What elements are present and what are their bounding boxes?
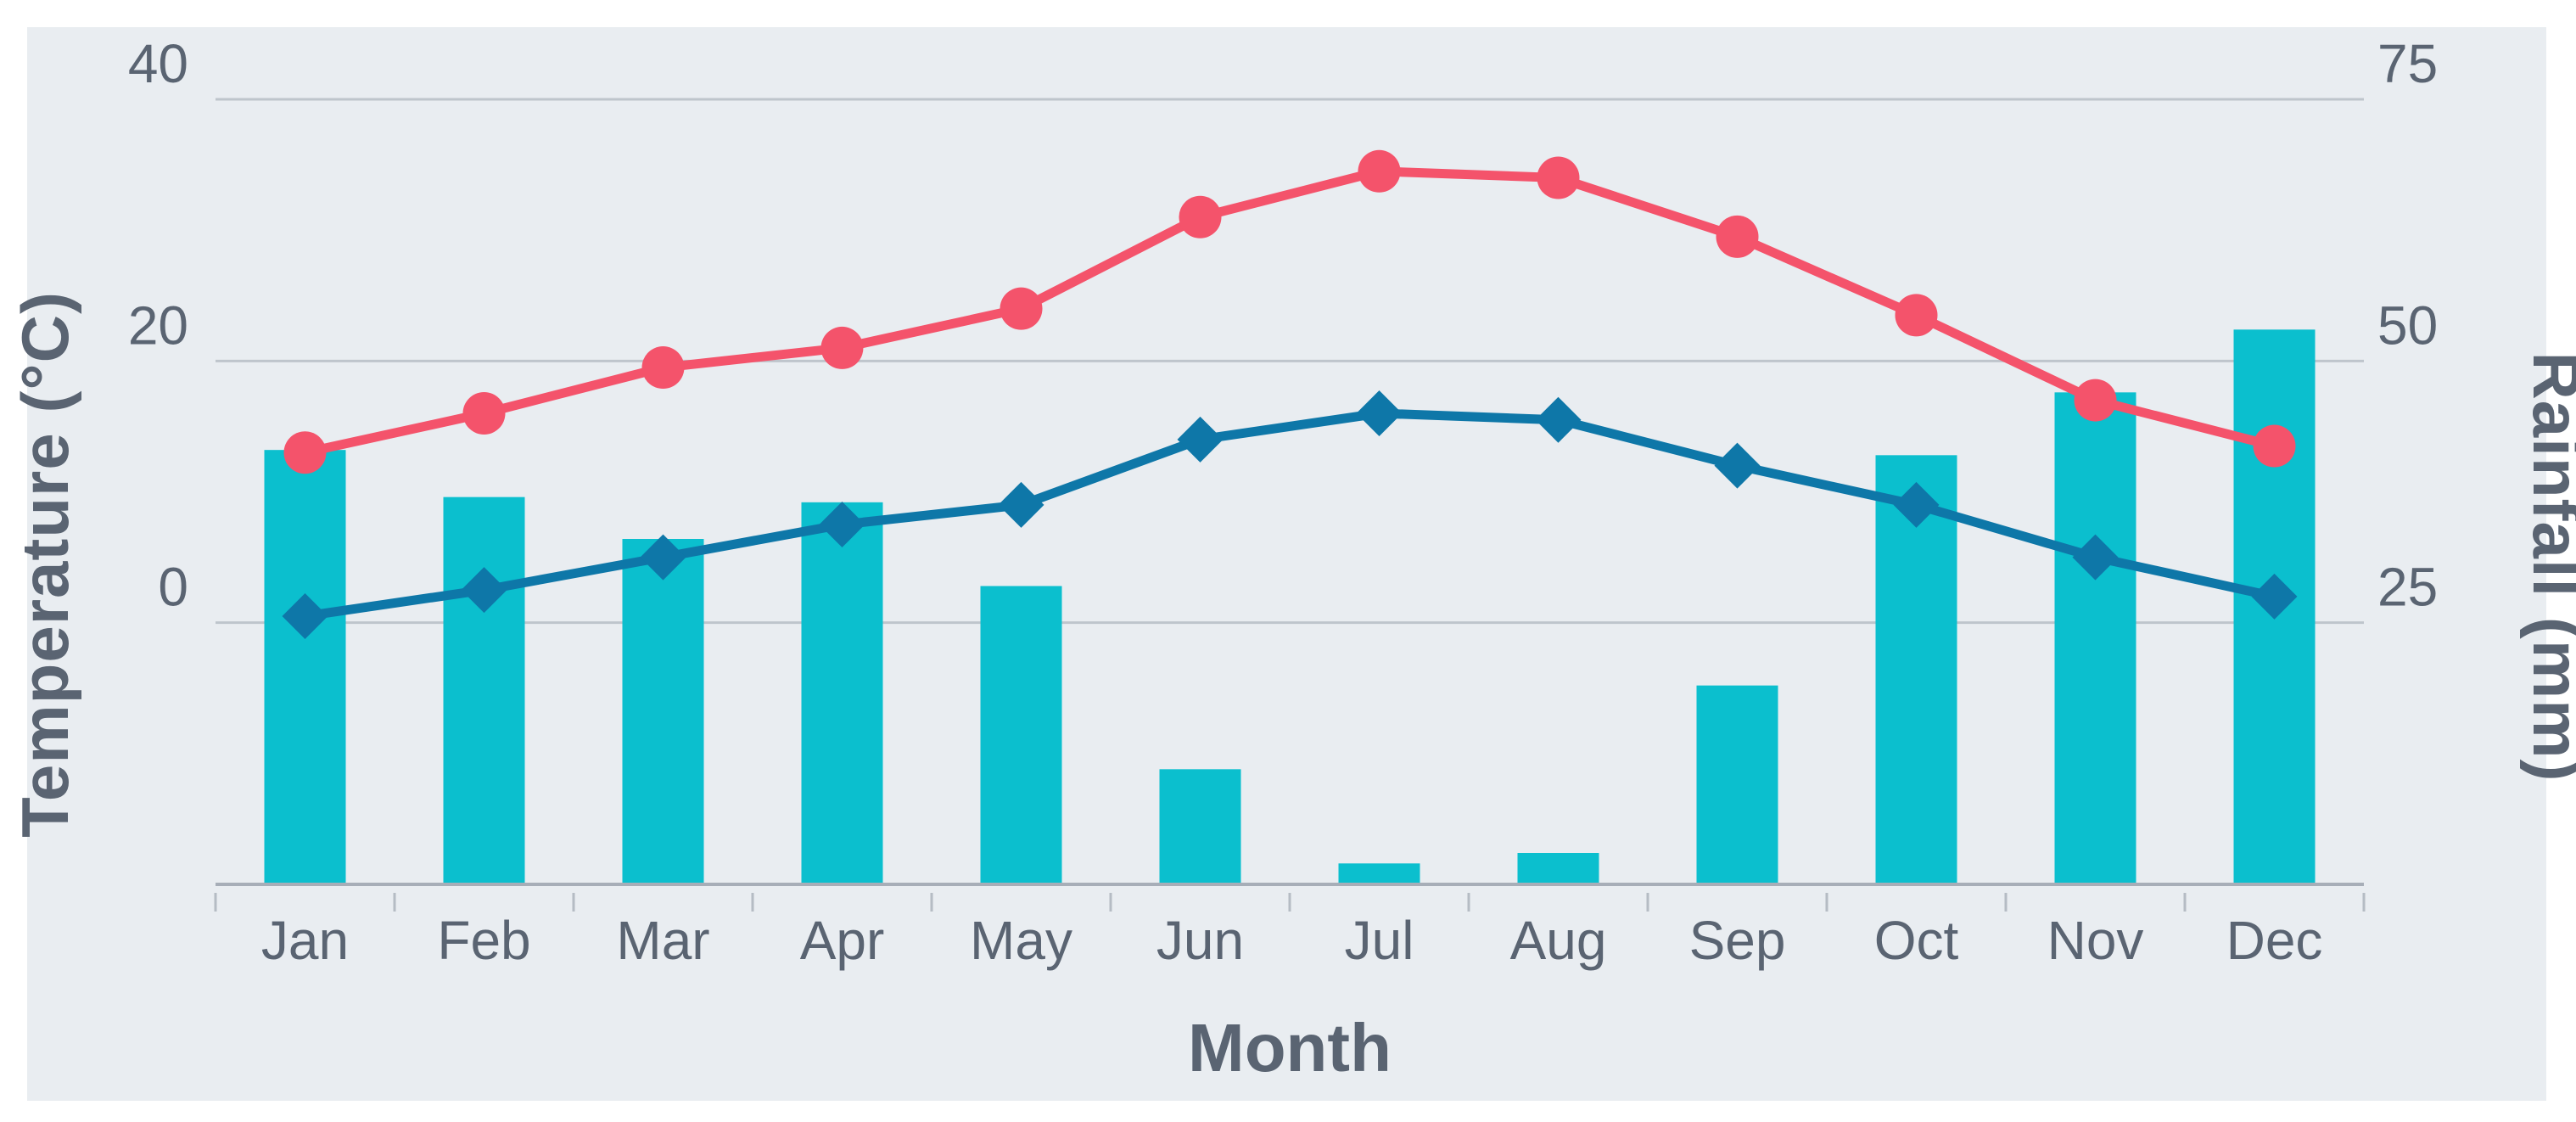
right-axis-tick-50: 50: [2377, 295, 2438, 356]
low-temperature-line: [300, 408, 2279, 621]
low-temperature-marker-oct: [1893, 481, 1940, 528]
month-label-dec: Dec: [2226, 910, 2323, 971]
high-temperature-marker-oct: [1895, 294, 1938, 337]
high-temperature-marker-jul: [1358, 149, 1401, 193]
low-temperature-marker-jun: [1177, 416, 1224, 463]
month-label-may: May: [970, 910, 1072, 971]
rainfall-bar-may: [980, 586, 1062, 884]
rainfall-bar-aug: [1517, 853, 1599, 884]
low-temperature-marker-aug: [1535, 396, 1582, 443]
rainfall-bar-mar: [622, 539, 704, 884]
left-axis-tick-40: 40: [128, 33, 188, 94]
right-axis-tick-25: 25: [2377, 557, 2438, 618]
low-temperature-marker-jan: [282, 592, 328, 639]
high-temperature-marker-jan: [283, 431, 327, 474]
rainfall-bar-feb: [443, 496, 525, 884]
left-axis-tick-20: 20: [128, 295, 188, 356]
temperature-lines: [282, 149, 2298, 639]
high-temperature-line: [300, 166, 2279, 457]
low-temperature-marker-nov: [2072, 534, 2119, 581]
rainfall-bar-sep: [1696, 685, 1778, 884]
month-label-apr: Apr: [800, 910, 885, 971]
x-axis: [214, 883, 2366, 912]
low-temperature-marker-dec: [2251, 573, 2298, 620]
high-temperature-marker-aug: [1537, 156, 1580, 199]
month-label-mar: Mar: [616, 910, 709, 971]
high-temperature-marker-nov: [2074, 379, 2117, 422]
month-label-sep: Sep: [1689, 910, 1786, 971]
low-temperature-marker-may: [998, 481, 1044, 528]
low-temperature-marker-apr: [819, 502, 865, 548]
rainfall-bar-nov: [2054, 392, 2136, 884]
month-label-feb: Feb: [437, 910, 530, 971]
left-axis-tick-labels: 40 20 0: [128, 33, 188, 618]
high-temperature-marker-mar: [641, 346, 685, 390]
chart-background: [27, 27, 2546, 1101]
month-label-oct: Oct: [1874, 910, 1959, 971]
month-labels: Jan Feb Mar Apr May Jun Jul Aug Sep Oct Nov Dec: [261, 910, 2323, 971]
high-temperature-marker-apr: [820, 326, 864, 369]
low-temperature-marker-jul: [1356, 390, 1403, 436]
right-axis-tick-75: 75: [2377, 33, 2438, 94]
high-temperature-marker-feb: [462, 392, 506, 435]
high-temperature-marker-may: [1000, 287, 1043, 330]
high-temperature-marker-jun: [1179, 195, 1222, 238]
month-label-nov: Nov: [2047, 910, 2144, 971]
rainfall-bar-jun: [1159, 769, 1241, 884]
high-temperature-marker-sep: [1716, 215, 1759, 258]
rainfall-bar-jul: [1338, 863, 1420, 884]
low-temperature-marker-mar: [640, 534, 686, 581]
right-axis-title: Rainfall (mm): [2519, 351, 2576, 782]
left-axis-title: Temperature (°C): [8, 291, 82, 838]
high-temperature-marker-dec: [2253, 424, 2296, 468]
month-label-jun: Jun: [1156, 910, 1244, 971]
x-axis-title: Month: [1188, 1010, 1392, 1086]
low-temperature-marker-feb: [461, 567, 507, 614]
month-label-jan: Jan: [261, 910, 349, 971]
rainfall-bar-jan: [264, 450, 346, 884]
rainfall-bar-apr: [801, 502, 883, 884]
month-label-jul: Jul: [1345, 910, 1414, 971]
low-temperature-marker-sep: [1714, 442, 1761, 489]
month-label-aug: Aug: [1510, 910, 1607, 971]
left-axis-tick-0: 0: [158, 557, 188, 618]
rainfall-bars: [264, 329, 2316, 884]
right-axis-tick-labels: 75 50 25: [2377, 33, 2438, 618]
